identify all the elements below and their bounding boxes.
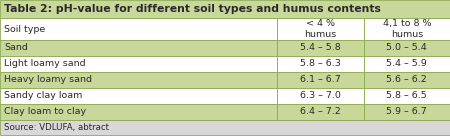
Text: Source: VDLUFA, abtract: Source: VDLUFA, abtract — [4, 123, 109, 132]
Bar — [0, 104, 277, 120]
Text: 5.6 – 6.2: 5.6 – 6.2 — [387, 75, 427, 85]
Bar — [277, 18, 364, 40]
Text: 6.3 – 7.0: 6.3 – 7.0 — [300, 91, 341, 100]
Bar — [277, 104, 364, 120]
Bar — [364, 18, 450, 40]
Bar — [364, 72, 450, 88]
Text: Sand: Sand — [4, 44, 28, 53]
Bar — [364, 40, 450, 56]
Bar — [0, 72, 277, 88]
Text: 6.1 – 6.7: 6.1 – 6.7 — [300, 75, 341, 85]
Text: 5.4 – 5.9: 5.4 – 5.9 — [387, 59, 427, 69]
Bar — [0, 0, 450, 18]
Text: < 4 %
humus: < 4 % humus — [304, 19, 336, 39]
Bar — [0, 40, 277, 56]
Text: 5.0 – 5.4: 5.0 – 5.4 — [387, 44, 427, 53]
Bar — [277, 88, 364, 104]
Bar — [364, 88, 450, 104]
Bar — [0, 88, 277, 104]
Bar — [277, 40, 364, 56]
Text: Heavy loamy sand: Heavy loamy sand — [4, 75, 93, 85]
Text: 5.8 – 6.5: 5.8 – 6.5 — [387, 91, 427, 100]
Text: Table 2: pH-value for different soil types and humus contents: Table 2: pH-value for different soil typ… — [4, 4, 382, 14]
Text: 6.4 – 7.2: 6.4 – 7.2 — [300, 107, 341, 116]
Text: 5.9 – 6.7: 5.9 – 6.7 — [387, 107, 427, 116]
Bar — [277, 56, 364, 72]
Bar — [0, 18, 277, 40]
Bar — [364, 56, 450, 72]
Text: Soil type: Soil type — [4, 24, 46, 33]
Bar — [0, 56, 277, 72]
Text: Clay loam to clay: Clay loam to clay — [4, 107, 86, 116]
Bar — [364, 104, 450, 120]
Text: 4,1 to 8 %
humus: 4,1 to 8 % humus — [382, 19, 431, 39]
Bar — [0, 120, 450, 135]
Text: Light loamy sand: Light loamy sand — [4, 59, 86, 69]
Text: Sandy clay loam: Sandy clay loam — [4, 91, 83, 100]
Text: 5.8 – 6.3: 5.8 – 6.3 — [300, 59, 341, 69]
Text: 5.4 – 5.8: 5.4 – 5.8 — [300, 44, 341, 53]
Bar — [277, 72, 364, 88]
